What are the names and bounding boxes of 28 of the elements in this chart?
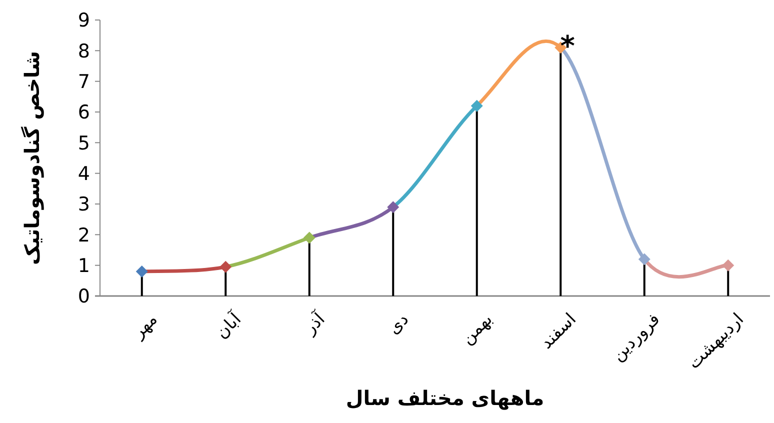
x-tick-label: بهمن <box>457 310 497 349</box>
y-tick-label: 5 <box>78 132 90 154</box>
y-tick-label: 1 <box>78 254 90 277</box>
x-tick-label: آذر <box>299 308 330 339</box>
x-tick-label: آبان <box>211 308 246 343</box>
point <box>303 232 316 244</box>
y-tick-label: 2 <box>78 224 90 246</box>
x-tick-label: دی <box>384 310 413 339</box>
y-tick-label: 3 <box>78 194 90 216</box>
point <box>722 259 734 272</box>
point <box>387 201 400 214</box>
y-tick-label: 0 <box>78 286 90 308</box>
y-tick-label: 6 <box>78 102 90 124</box>
point <box>638 253 650 266</box>
x-tick-label: مهر <box>128 310 162 344</box>
y-tick-label: 8 <box>78 40 90 62</box>
x-tick-label: اسفند <box>536 310 580 354</box>
y-tick-label: 7 <box>78 70 90 93</box>
point <box>470 100 483 112</box>
point <box>136 265 148 278</box>
x-tick-label: فروردین <box>608 310 664 366</box>
x-tick-label: اردیبهشت <box>684 310 748 374</box>
y-tick-label: 4 <box>78 162 90 185</box>
annotation: * <box>560 30 576 63</box>
x-axis-title: ماههای مختلف سال <box>346 386 544 410</box>
y-axis-title: شاخص گنادوسوماتیک <box>20 50 44 266</box>
point <box>220 260 232 273</box>
y-tick-label: 9 <box>78 10 90 32</box>
